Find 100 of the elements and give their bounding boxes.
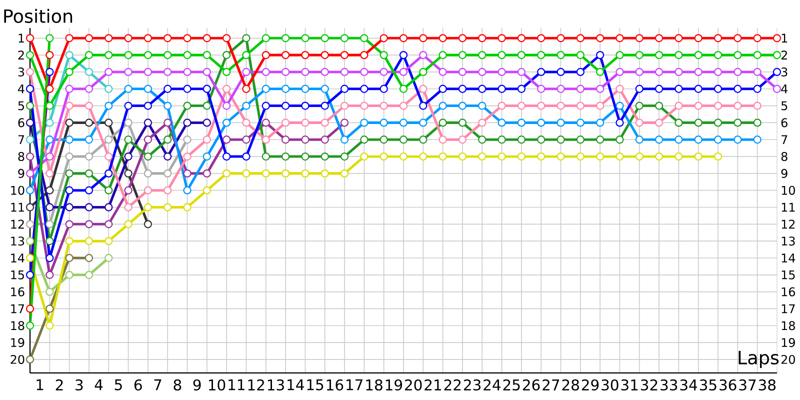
point (84, 270, 94, 279)
point (654, 68, 664, 76)
point (596, 118, 604, 127)
point (26, 68, 34, 76)
point (498, 50, 506, 60)
point (26, 118, 34, 127)
point (26, 304, 34, 313)
point (46, 322, 54, 330)
point (222, 118, 231, 127)
point (46, 169, 54, 178)
point (26, 84, 34, 93)
point (124, 169, 132, 178)
point (399, 68, 408, 76)
point (556, 68, 565, 76)
point (694, 50, 702, 60)
point (281, 136, 290, 144)
y2-tick-label: 9 (781, 168, 788, 178)
point (46, 254, 54, 262)
point (281, 50, 290, 60)
point (242, 169, 250, 178)
point (164, 203, 172, 212)
point (164, 68, 172, 76)
point (556, 50, 565, 60)
y2-tick-label: 20 (781, 354, 795, 364)
point (222, 136, 231, 144)
y2-tick-label: 13 (782, 236, 795, 246)
point (399, 50, 408, 60)
point (753, 118, 762, 127)
point (320, 169, 329, 178)
point (84, 186, 94, 194)
point (46, 50, 54, 60)
point (183, 102, 192, 110)
point (46, 136, 54, 144)
point (714, 118, 722, 127)
y-tick-label: 7 (18, 135, 24, 144)
point (65, 68, 74, 76)
point (576, 118, 584, 127)
point (320, 34, 329, 42)
x-tick-label: 24 (484, 379, 501, 390)
point (419, 152, 428, 161)
point (183, 203, 192, 212)
x-tick-label: 1 (36, 379, 44, 390)
y-tick-label: 12 (11, 220, 24, 229)
point (164, 169, 172, 178)
point (104, 220, 113, 228)
point (242, 68, 250, 76)
x-tick-label: 18 (366, 379, 382, 391)
point (654, 136, 664, 144)
point (596, 136, 604, 144)
point (772, 50, 782, 60)
point (360, 50, 368, 60)
point (419, 102, 428, 110)
point (772, 34, 782, 42)
point (458, 152, 467, 161)
point (478, 34, 486, 42)
point (65, 270, 74, 279)
point (124, 102, 132, 110)
x-tick-label: 13 (268, 379, 284, 391)
y-tick-label: 17 (11, 304, 24, 314)
point (458, 84, 467, 93)
point (635, 152, 644, 161)
point (556, 118, 565, 127)
point (144, 84, 152, 93)
point (753, 102, 762, 110)
y2-tick-label: 11 (782, 202, 795, 212)
point (104, 237, 113, 246)
y2-tick-label: 10 (782, 186, 795, 195)
point (262, 118, 270, 127)
y2-tick-label: 14 (782, 254, 796, 262)
point (635, 84, 644, 93)
point (104, 186, 113, 194)
point (262, 136, 270, 144)
point (104, 118, 113, 127)
point (144, 152, 152, 161)
point (360, 136, 368, 144)
point (84, 68, 94, 76)
point (458, 136, 467, 144)
point (438, 50, 447, 60)
point (478, 118, 486, 127)
point (242, 50, 250, 60)
point (301, 118, 310, 127)
point (202, 186, 212, 194)
point (537, 68, 546, 76)
point (84, 102, 94, 110)
point (772, 68, 782, 76)
point (340, 84, 349, 93)
point (596, 50, 604, 60)
point (419, 84, 428, 93)
point (222, 34, 231, 42)
point (46, 288, 54, 296)
y-tick-label: 3 (18, 67, 24, 76)
point (46, 34, 54, 42)
point (616, 50, 624, 60)
point (124, 50, 132, 60)
y-tick-label: 10 (11, 186, 24, 195)
point (654, 102, 664, 110)
point (576, 152, 584, 161)
point (104, 34, 113, 42)
x-axis-title: Laps (738, 350, 779, 368)
point (104, 169, 113, 178)
